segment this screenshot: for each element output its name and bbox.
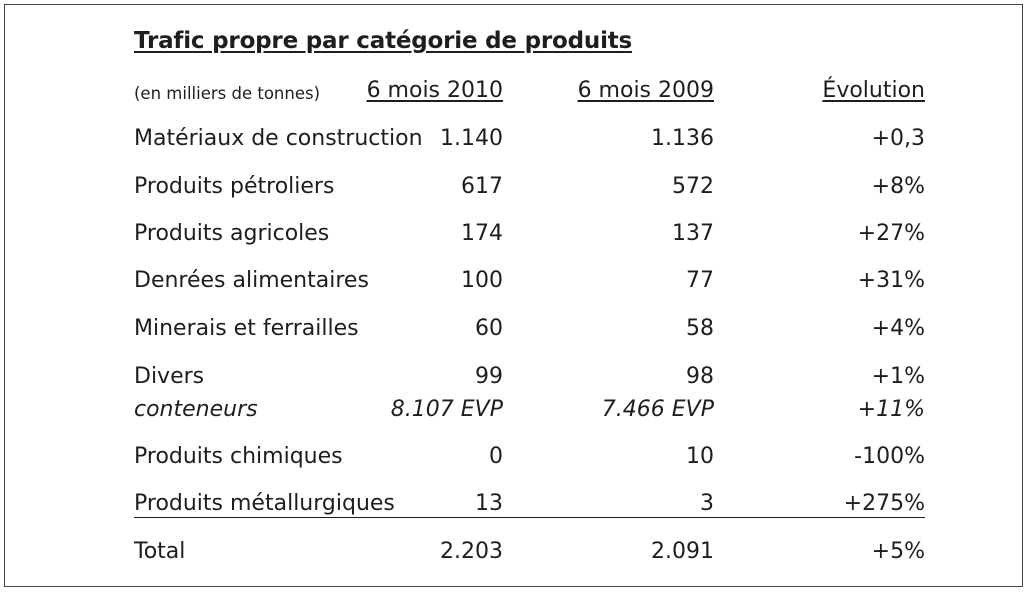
value-2009: 1.136 — [651, 126, 714, 151]
value-evolution: +11% — [857, 397, 925, 422]
table-frame — [4, 4, 1023, 587]
value-2010: 174 — [461, 221, 503, 246]
value-2009: 3 — [700, 491, 714, 516]
row-label: Minerais et ferrailles — [134, 316, 359, 341]
total-2009: 2.091 — [651, 539, 714, 564]
row-label: Produits chimiques — [134, 444, 343, 469]
row-label: Matériaux de construction — [134, 126, 423, 151]
value-evolution: -100% — [854, 444, 925, 469]
row-label: conteneurs — [134, 397, 258, 422]
value-evolution: +275% — [843, 491, 925, 516]
value-2009: 98 — [686, 364, 714, 389]
table-row: Matériaux de construction 1.140 1.136 +0… — [0, 123, 1033, 155]
table-row: Divers 99 98 +1% — [0, 361, 1033, 393]
value-2010: 99 — [475, 364, 503, 389]
table-row: Produits agricoles 174 137 +27% — [0, 218, 1033, 250]
value-2009: 77 — [686, 268, 714, 293]
table-row: conteneurs 8.107 EVP 7.466 EVP +11% — [0, 394, 1033, 426]
table-title: Trafic propre par catégorie de produits — [134, 28, 633, 54]
row-label: Produits agricoles — [134, 221, 330, 246]
value-2010: 0 — [489, 444, 503, 469]
row-label: Divers — [134, 364, 205, 389]
value-2009: 10 — [686, 444, 714, 469]
table-row: Denrées alimentaires 100 77 +31% — [0, 265, 1033, 297]
table-row: Minerais et ferrailles 60 58 +4% — [0, 313, 1033, 345]
header-evolution: Évolution — [822, 78, 925, 103]
total-divider — [134, 517, 925, 518]
value-2010: 60 — [475, 316, 503, 341]
value-2009: 58 — [686, 316, 714, 341]
value-2010: 8.107 EVP — [390, 397, 503, 422]
total-2010: 2.203 — [440, 539, 503, 564]
value-2009: 137 — [672, 221, 714, 246]
value-2009: 572 — [672, 174, 714, 199]
table-row: Produits chimiques 0 10 -100% — [0, 441, 1033, 473]
value-evolution: +27% — [857, 221, 925, 246]
value-2010: 1.140 — [440, 126, 503, 151]
value-evolution: +1% — [871, 364, 925, 389]
total-label: Total — [134, 539, 186, 564]
value-2010: 617 — [461, 174, 503, 199]
header-6-mois-2009: 6 mois 2009 — [577, 78, 714, 103]
value-evolution: +8% — [871, 174, 925, 199]
row-label: Produits métallurgiques — [134, 491, 395, 516]
value-evolution: +4% — [871, 316, 925, 341]
value-2010: 13 — [475, 491, 503, 516]
total-evolution: +5% — [871, 539, 925, 564]
unit-note: (en milliers de tonnes) — [134, 84, 321, 103]
table-row: Produits pétroliers 617 572 +8% — [0, 171, 1033, 203]
row-label: Denrées alimentaires — [134, 268, 369, 293]
header-6-mois-2010: 6 mois 2010 — [366, 78, 503, 103]
row-label: Produits pétroliers — [134, 174, 335, 199]
table-row: Produits métallurgiques 13 3 +275% — [0, 488, 1033, 520]
value-evolution: +31% — [857, 268, 925, 293]
value-evolution: +0,3 — [871, 126, 925, 151]
value-2009: 7.466 EVP — [601, 397, 714, 422]
total-row: Total 2.203 2.091 +5% — [0, 536, 1033, 568]
value-2010: 100 — [461, 268, 503, 293]
